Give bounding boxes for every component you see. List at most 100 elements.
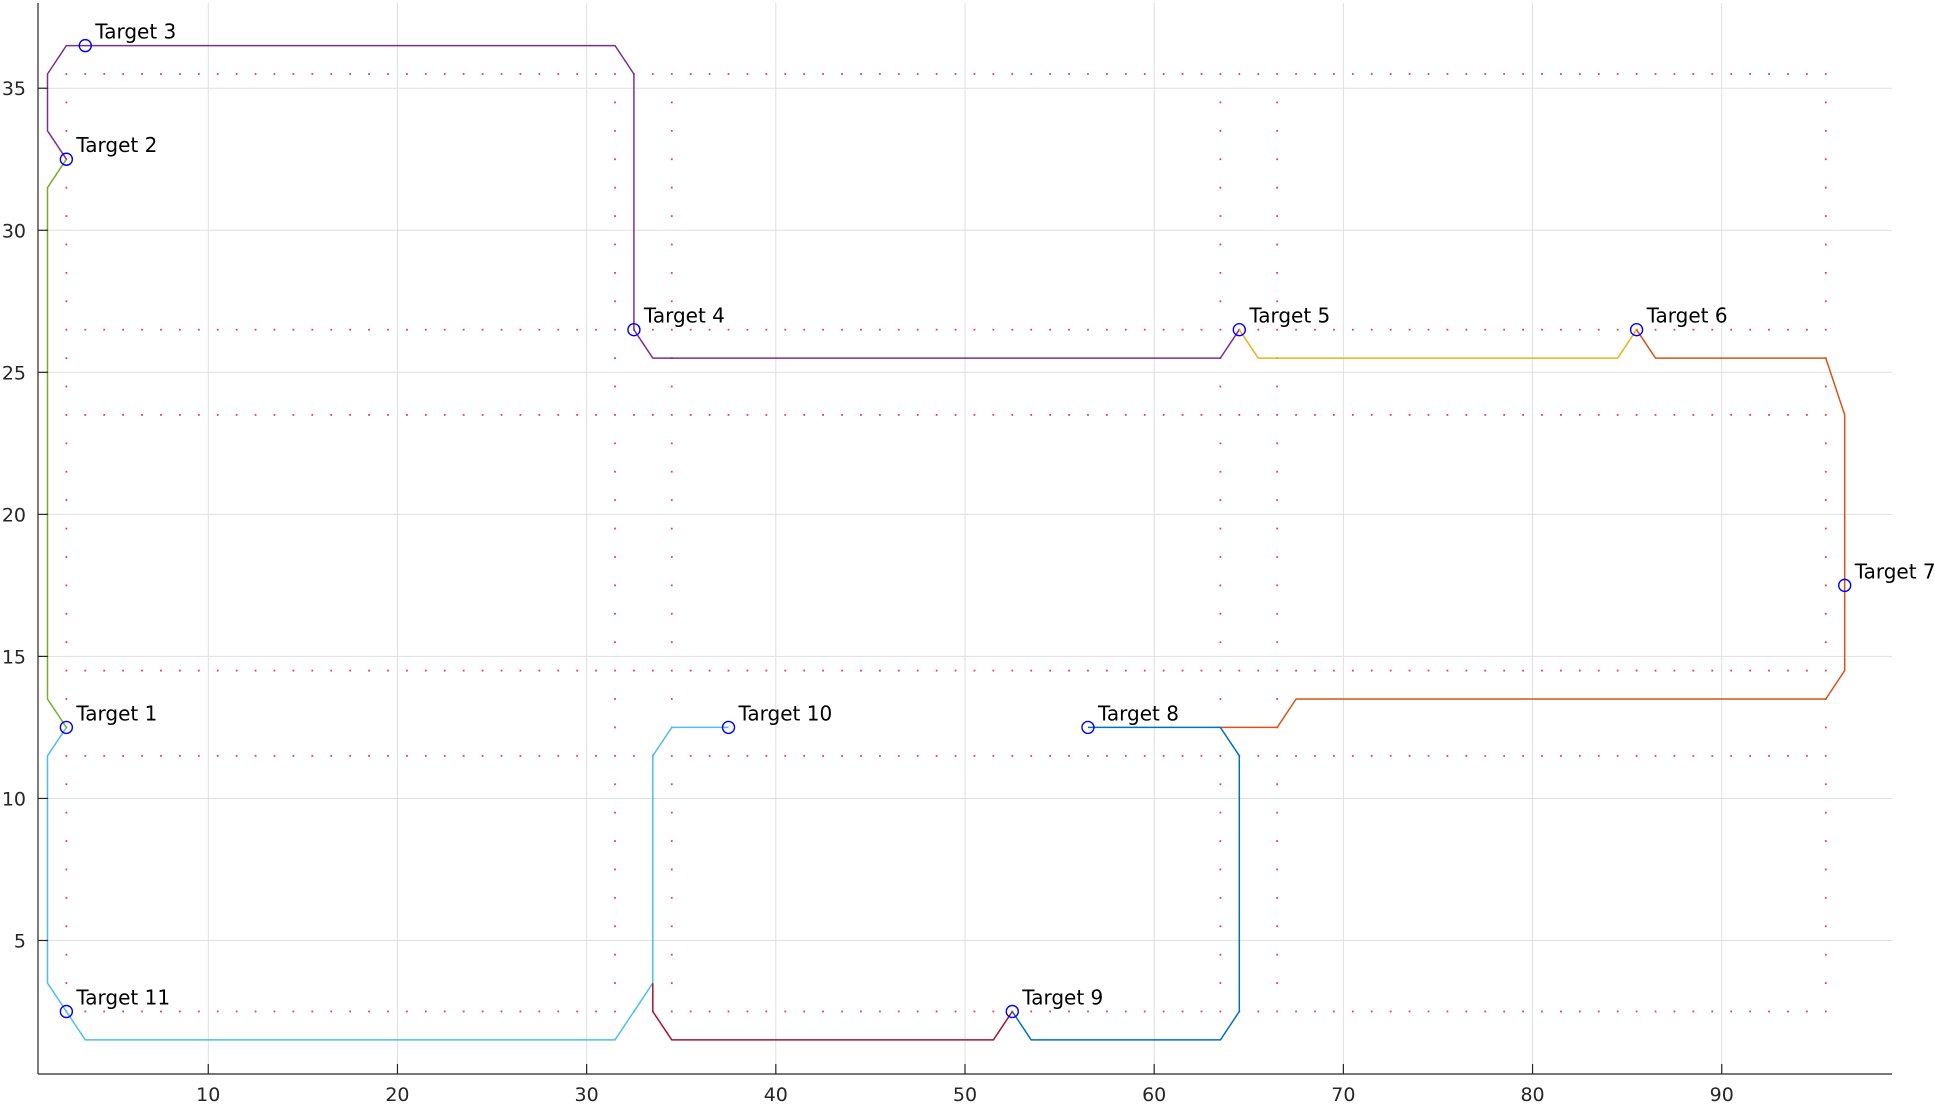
obstacle-dot (614, 868, 616, 871)
obstacle-dot (1219, 783, 1222, 786)
obstacle-dot (1276, 896, 1279, 899)
obstacle-dot (500, 669, 503, 672)
obstacle-dot (1162, 754, 1165, 757)
obstacle-dot (1541, 669, 1543, 672)
obstacle-dot (1276, 73, 1279, 75)
obstacle-dot (1295, 414, 1297, 416)
obstacle-dot (1408, 328, 1411, 331)
target-label: Target 5 (1248, 304, 1330, 328)
obstacle-dot (935, 414, 938, 416)
obstacle-dot (1219, 556, 1222, 558)
obstacle-dot (462, 669, 465, 672)
obstacle-dot (1446, 328, 1449, 331)
obstacle-dot (1465, 414, 1468, 416)
obstacle-dot (1219, 442, 1222, 445)
obstacle-dot (1805, 669, 1808, 672)
obstacle-dot (500, 73, 503, 75)
obstacle-dot (1616, 669, 1619, 672)
obstacle-dot (1370, 414, 1373, 416)
obstacle-dot (273, 328, 276, 331)
obstacle-dot (670, 385, 673, 388)
obstacle-dot (1143, 73, 1146, 75)
obstacle-dot (1824, 271, 1827, 274)
obstacle-dot (1068, 328, 1070, 331)
obstacle-dot (1351, 414, 1354, 416)
obstacle-dot (1105, 414, 1108, 416)
obstacle-dot (1370, 754, 1373, 757)
path-series-group (46, 44, 1846, 1041)
obstacle-dot (1427, 754, 1430, 757)
obstacle-dot (500, 328, 503, 331)
obstacle-dot (614, 73, 616, 75)
obstacle-dot (1124, 73, 1127, 75)
obstacle-dot (349, 669, 352, 672)
obstacle-dot (670, 186, 673, 189)
obstacle-dot (406, 754, 408, 757)
obstacle-dot (311, 1010, 314, 1013)
obstacle-dot (916, 1010, 919, 1013)
obstacle-dot (387, 1010, 389, 1013)
obstacle-dot (670, 953, 673, 956)
obstacle-markers (65, 73, 1827, 1013)
obstacle-dot (670, 158, 673, 161)
obstacle-dot (1805, 1010, 1808, 1013)
obstacle-dot (992, 414, 995, 416)
target-label: Target 8 (1097, 701, 1179, 725)
obstacle-dot (670, 982, 673, 984)
obstacle-dot (689, 328, 692, 331)
obstacle-dot (65, 300, 68, 303)
obstacle-dot (1730, 328, 1733, 331)
obstacle-dot (424, 73, 427, 75)
obstacle-dot (1805, 328, 1808, 331)
obstacle-dot (1824, 414, 1827, 416)
obstacle-dot (746, 73, 749, 75)
obstacle-dot (614, 328, 616, 331)
obstacle-dot (1087, 669, 1089, 672)
obstacle-dot (897, 73, 900, 75)
obstacle-dot (765, 73, 768, 75)
obstacle-dot (954, 669, 957, 672)
obstacle-dot (1711, 328, 1714, 331)
obstacle-dot (349, 328, 352, 331)
obstacle-dot (784, 1010, 787, 1013)
obstacle-dot (65, 527, 68, 530)
obstacle-dot (651, 328, 654, 331)
x-tick-label: 70 (1331, 1084, 1355, 1106)
obstacle-dot (368, 1010, 370, 1013)
obstacle-dot (178, 328, 181, 331)
obstacle-dot (462, 328, 465, 331)
obstacle-dot (897, 328, 900, 331)
obstacle-dot (878, 754, 881, 757)
path-segment-6 (1011, 726, 1241, 1041)
obstacle-dot (65, 442, 68, 445)
obstacle-dot (633, 754, 635, 757)
obstacle-dot (1200, 669, 1203, 672)
obstacle-dot (519, 328, 522, 331)
obstacle-dot (1465, 73, 1468, 75)
obstacle-dot (65, 556, 68, 558)
y-tick-label: 30 (2, 220, 26, 242)
obstacle-dot (803, 669, 806, 672)
obstacle-dot (1446, 669, 1449, 672)
obstacle-dot (1200, 328, 1203, 331)
obstacle-dot (1049, 669, 1052, 672)
obstacle-dot (1824, 243, 1827, 246)
obstacle-dot (1105, 73, 1108, 75)
obstacle-dot (1503, 754, 1506, 757)
obstacle-dot (1597, 328, 1600, 331)
obstacle-dot (595, 73, 597, 75)
obstacle-dot (1787, 414, 1789, 416)
obstacle-dot (1276, 385, 1279, 388)
obstacle-dot (387, 754, 389, 757)
obstacle-dot (1276, 1010, 1279, 1013)
obstacle-dot (1824, 158, 1827, 161)
obstacle-dot (1597, 669, 1600, 672)
obstacle-dot (897, 669, 900, 672)
obstacle-dot (1824, 669, 1827, 672)
path-segment-7 (652, 983, 1013, 1041)
obstacle-dot (746, 1010, 749, 1013)
obstacle-dot (235, 328, 238, 331)
obstacle-dot (1824, 300, 1827, 303)
obstacle-dot (1541, 1010, 1543, 1013)
obstacle-dot (1011, 754, 1014, 757)
